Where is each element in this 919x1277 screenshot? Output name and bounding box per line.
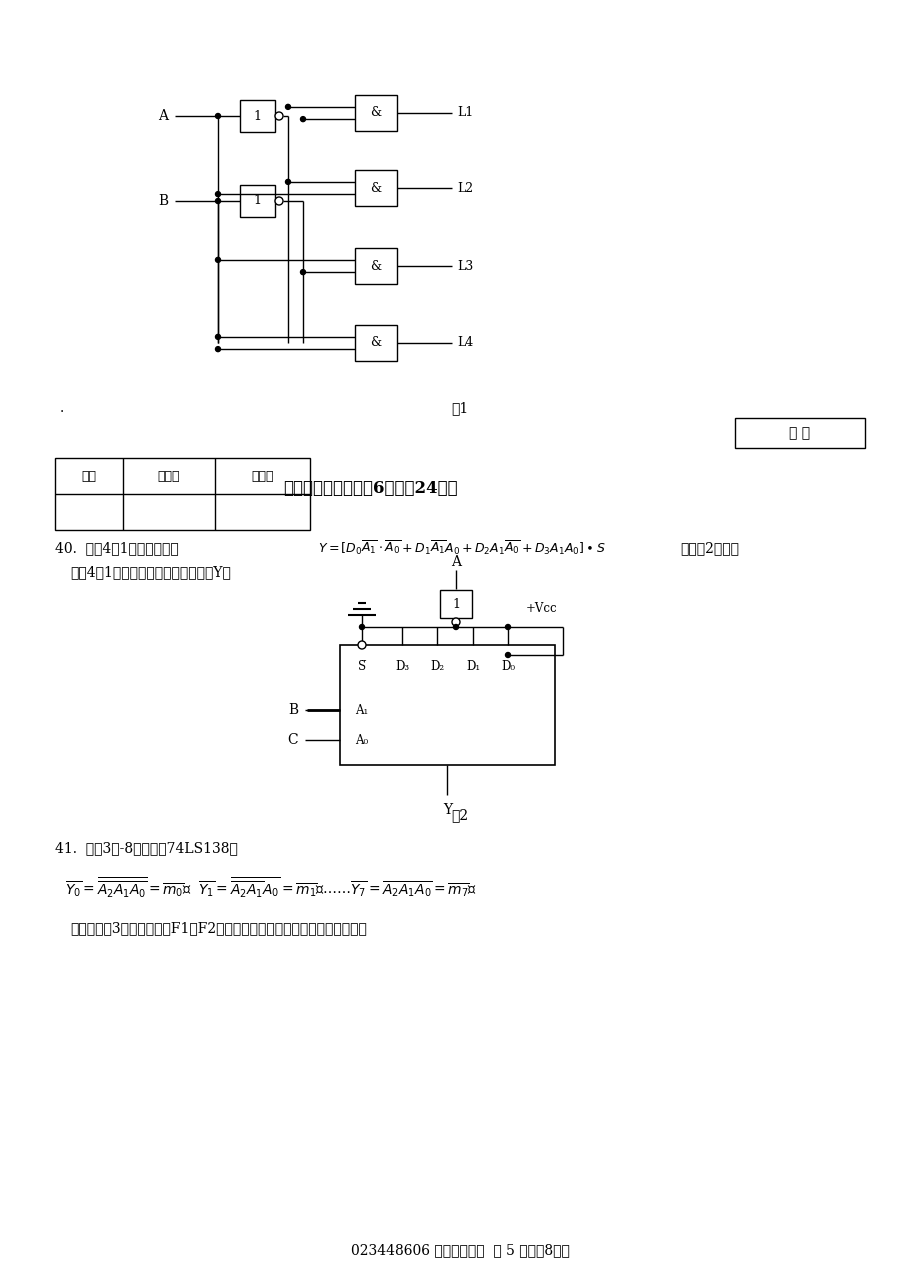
- Bar: [355, 326, 397, 361]
- Text: $Y=[D_0\overline{A_1}\cdot\overline{A_0}+D_1\overline{A_1}A_0+D_2A_1\overline{A_: $Y=[D_0\overline{A_1}\cdot\overline{A_0}…: [318, 539, 605, 557]
- Text: C: C: [287, 733, 298, 747]
- Text: 请写出下图3所示电路输出F1，F2的逻辑函数式（以最小项标准式表示）。: 请写出下图3所示电路输出F1，F2的逻辑函数式（以最小项标准式表示）。: [70, 921, 367, 935]
- Bar: [340, 645, 554, 765]
- Text: 023448606 数字电子线路  第 5 页（共8页）: 023448606 数字电子线路 第 5 页（共8页）: [350, 1243, 569, 1257]
- Circle shape: [301, 269, 305, 275]
- Text: 评卷人: 评卷人: [157, 470, 180, 483]
- Text: &: &: [370, 181, 381, 194]
- Text: 得 分: 得 分: [789, 427, 810, 441]
- Text: 利用4选1数据选择器产生的逻辑函数Y。: 利用4选1数据选择器产生的逻辑函数Y。: [70, 564, 231, 578]
- Text: A₁: A₁: [355, 704, 369, 716]
- Text: 图2: 图2: [451, 808, 468, 822]
- Bar: [240, 185, 275, 217]
- Text: B: B: [288, 704, 298, 716]
- Text: L1: L1: [457, 106, 472, 120]
- Bar: [734, 418, 864, 448]
- Text: 六、分析题（每小题6分，共24分）: 六、分析题（每小题6分，共24分）: [282, 479, 457, 497]
- Bar: [355, 170, 397, 206]
- Circle shape: [453, 624, 458, 630]
- Text: B: B: [158, 194, 168, 208]
- Text: &: &: [370, 106, 381, 120]
- Text: 40.  已知4选1数据选择器：: 40. 已知4选1数据选择器：: [55, 541, 178, 555]
- Circle shape: [359, 624, 364, 630]
- Text: 1: 1: [254, 194, 261, 207]
- Circle shape: [285, 179, 290, 184]
- Circle shape: [275, 112, 283, 120]
- Circle shape: [301, 116, 305, 121]
- Circle shape: [215, 192, 221, 197]
- Text: A: A: [158, 109, 168, 123]
- Circle shape: [505, 624, 510, 630]
- Circle shape: [451, 618, 460, 626]
- Text: &: &: [370, 259, 381, 272]
- Circle shape: [215, 335, 221, 340]
- Text: 41.  已知3线-8线译码器74LS138：: 41. 已知3线-8线译码器74LS138：: [55, 842, 238, 856]
- Text: D₁: D₁: [465, 660, 480, 673]
- Text: L3: L3: [457, 259, 472, 272]
- Text: D₂: D₂: [429, 660, 444, 673]
- Text: S̅: S̅: [357, 660, 366, 673]
- Circle shape: [275, 197, 283, 206]
- Bar: [55, 458, 310, 530]
- Text: A₀: A₀: [355, 733, 369, 747]
- Circle shape: [215, 258, 221, 262]
- Text: L4: L4: [457, 337, 472, 350]
- Text: .: .: [60, 401, 64, 415]
- Text: L2: L2: [457, 181, 472, 194]
- Circle shape: [215, 114, 221, 119]
- Text: D₀: D₀: [501, 660, 515, 673]
- Text: 图1: 图1: [451, 401, 468, 415]
- Text: +Vcc: +Vcc: [526, 603, 557, 616]
- Text: $\overline{Y_0}=\overline{\overline{A_2}\overline{A_1}\overline{A_0}}=\overline{: $\overline{Y_0}=\overline{\overline{A_2}…: [65, 876, 477, 900]
- Circle shape: [215, 198, 221, 203]
- Bar: [355, 248, 397, 283]
- Text: 1: 1: [254, 110, 261, 123]
- Circle shape: [357, 641, 366, 649]
- Bar: [240, 100, 275, 132]
- Text: 得分: 得分: [82, 470, 96, 483]
- Text: Y: Y: [442, 803, 451, 817]
- Text: A: A: [450, 555, 460, 570]
- Bar: [355, 94, 397, 132]
- Circle shape: [505, 653, 510, 658]
- Bar: [439, 590, 471, 618]
- Circle shape: [285, 105, 290, 110]
- Circle shape: [215, 346, 221, 351]
- Text: &: &: [370, 337, 381, 350]
- Text: D₃: D₃: [394, 660, 409, 673]
- Text: 复查人: 复查人: [251, 470, 274, 483]
- Text: 1: 1: [451, 598, 460, 610]
- Text: 求下图2所示，: 求下图2所示，: [679, 541, 738, 555]
